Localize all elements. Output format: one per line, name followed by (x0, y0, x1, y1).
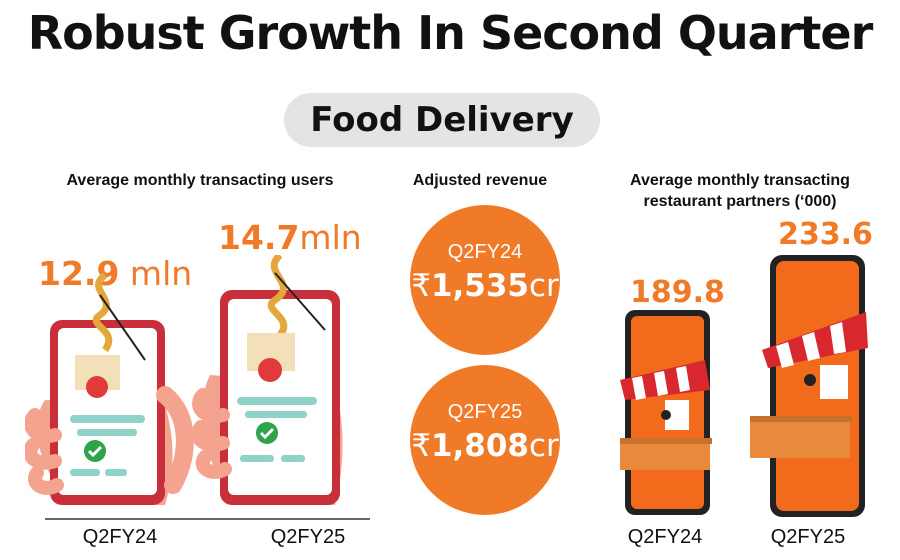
partners-label: Average monthly transacting restaurant p… (600, 170, 880, 212)
users-label: Average monthly transacting users (66, 172, 334, 189)
page-title: Robust Growth In Second Quarter (27, 6, 874, 60)
users-period-q2fy25: Q2FY25 (270, 526, 346, 548)
storefront-phone-illustration-q2fy25 (750, 255, 868, 517)
category-pill (284, 93, 600, 147)
revenue-amount-q2fy24: ₹1,535cr (411, 268, 559, 304)
partners-label-line1: Average monthly transacting (630, 172, 850, 189)
revenue-amount-q2fy25: ₹1,808cr (411, 428, 559, 464)
revenue-circle-q2fy24: Q2FY24 ₹1,535cr (410, 205, 560, 355)
partners-period-q2fy24: Q2FY24 (627, 526, 703, 548)
phone-hand-illustration-q2fy24 (25, 272, 194, 505)
storefront-phone-illustration-q2fy24 (620, 310, 712, 515)
users-value-q2fy24: 12.9 mln (38, 254, 193, 293)
partners-illustration (620, 255, 868, 517)
revenue-period-q2fy25: Q2FY25 (447, 401, 523, 423)
partners-value-q2fy24: 189.8 (630, 275, 725, 310)
revenue-period-q2fy24: Q2FY24 (447, 241, 523, 263)
users-illustration (25, 255, 370, 520)
revenue-label: Adjusted revenue (412, 172, 548, 189)
phone-hand-illustration-q2fy25 (191, 255, 343, 505)
category-label: Food Delivery (310, 100, 574, 140)
partners-period-q2fy25: Q2FY25 (770, 526, 846, 548)
users-value-q2fy25: 14.7mln (218, 218, 362, 257)
revenue-circle-q2fy25: Q2FY25 ₹1,808cr (410, 365, 560, 515)
partners-label-line2: restaurant partners (‘000) (643, 193, 837, 210)
partners-value-q2fy25: 233.6 (778, 217, 873, 252)
users-period-q2fy24: Q2FY24 (82, 526, 158, 548)
